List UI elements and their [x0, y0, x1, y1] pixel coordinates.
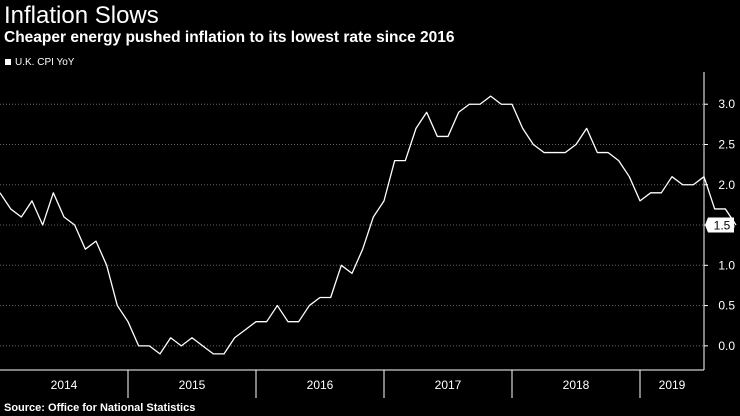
- y-tick-label: 3.0: [718, 97, 735, 111]
- legend-swatch: [5, 59, 11, 65]
- y-tick-label: 2.5: [718, 137, 735, 151]
- y-tick-label: 2.0: [718, 178, 735, 192]
- series-line-uk-cpi: [0, 95, 737, 355]
- source-note: Source: Office for National Statistics: [4, 402, 196, 414]
- grid-layer: [0, 103, 704, 347]
- series-layer: [0, 95, 737, 355]
- y-tick-label: 0.5: [718, 299, 735, 313]
- y-tick-label: 1.0: [718, 258, 735, 272]
- last-value-label: 1.5: [714, 219, 731, 233]
- chart-subtitle: Cheaper energy pushed inflation to its l…: [4, 29, 455, 46]
- last-value-badge: [705, 217, 734, 233]
- x-year-label: 2016: [307, 378, 334, 392]
- y-tick-label: 0.0: [718, 339, 735, 353]
- legend: U.K. CPI YoY: [5, 56, 74, 68]
- x-year-label: 2019: [659, 378, 686, 392]
- legend-label: U.K. CPI YoY: [15, 56, 75, 68]
- label-layer: 0.0 0.5 1.0 1.5 2.0 2.5 3.0 2014 2015 2016 2017 201…: [51, 97, 736, 392]
- chart-title: Inflation Slows: [4, 2, 159, 29]
- x-year-label: 2015: [179, 378, 206, 392]
- x-year-label: 2014: [51, 378, 78, 392]
- axis-layer: [0, 72, 708, 398]
- x-year-label: 2017: [435, 378, 462, 392]
- x-year-label: 2018: [563, 378, 590, 392]
